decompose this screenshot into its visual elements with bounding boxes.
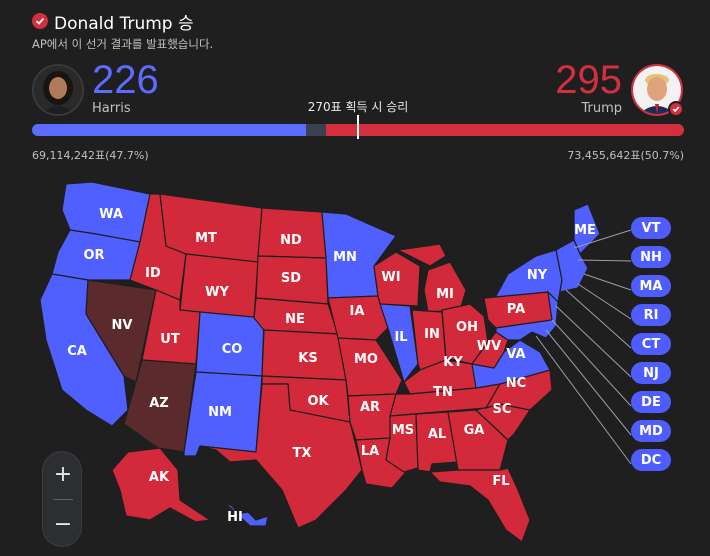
uncalled-bar-segment: [305, 124, 327, 136]
label-SD: SD: [281, 271, 301, 286]
pill-VT[interactable]: VT: [631, 217, 671, 239]
label-TN: TN: [433, 385, 453, 400]
check-icon: [32, 13, 48, 29]
label-WI: WI: [381, 270, 400, 285]
label-AR: AR: [360, 400, 380, 415]
label-UT: UT: [160, 332, 180, 347]
state-WI[interactable]: [373, 251, 421, 307]
zoom-in-button[interactable]: +: [53, 461, 73, 487]
label-CA: CA: [67, 344, 87, 359]
threshold-marker: [357, 115, 359, 139]
zoom-control: + −: [42, 451, 82, 547]
label-NE: NE: [285, 312, 305, 327]
label-MS: MS: [392, 423, 414, 438]
label-AK: AK: [149, 470, 170, 485]
trump-name: Trump: [581, 101, 622, 116]
state-TX[interactable]: [199, 383, 363, 529]
zoom-out-button[interactable]: −: [53, 511, 73, 537]
label-MN: MN: [333, 250, 357, 265]
label-FL: FL: [492, 474, 509, 489]
state-AK[interactable]: [111, 447, 212, 523]
pill-MD[interactable]: MD: [631, 420, 671, 442]
state-MO[interactable]: [337, 337, 403, 397]
callout-lines: [535, 229, 632, 465]
label-OH: OH: [456, 320, 478, 335]
state-NV[interactable]: [85, 279, 157, 383]
state-OR[interactable]: [51, 229, 141, 281]
label-MI: MI: [436, 287, 454, 302]
label-IL: IL: [394, 330, 407, 345]
pill-NJ[interactable]: NJ: [631, 362, 671, 384]
label-ID: ID: [145, 266, 161, 281]
state-FL[interactable]: [428, 467, 531, 543]
label-GA: GA: [464, 423, 485, 438]
state-AZ[interactable]: [123, 359, 197, 453]
state-GA[interactable]: [447, 409, 509, 471]
label-HI: HI: [227, 510, 243, 525]
state-NE-small: [555, 239, 589, 293]
label-ND: ND: [280, 233, 302, 248]
harris-name: Harris: [92, 101, 131, 116]
state-ME[interactable]: [573, 203, 601, 256]
threshold-label: 270표 획득 시 승리: [307, 100, 409, 114]
winner-title: Donald Trump 승: [54, 13, 194, 34]
pill-MA[interactable]: MA: [631, 275, 671, 297]
pill-RI[interactable]: RI: [631, 304, 671, 326]
label-WA: WA: [99, 207, 123, 222]
pill-DE[interactable]: DE: [631, 391, 671, 413]
zoom-divider: [53, 499, 73, 500]
label-VA: VA: [506, 347, 525, 362]
pill-CT[interactable]: CT: [631, 333, 671, 355]
label-PA: PA: [507, 302, 525, 317]
trump-popular-vote: 73,455,642표(50.7%): [567, 149, 684, 162]
label-KY: KY: [443, 355, 463, 370]
harris-popular-vote: 69,114,242표(47.7%): [32, 149, 149, 162]
label-NY: NY: [527, 268, 548, 283]
label-MO: MO: [354, 352, 378, 367]
state-shapes: [39, 181, 601, 543]
label-MT: MT: [195, 231, 217, 246]
trump-electoral-votes: 295: [555, 58, 622, 102]
state-IA[interactable]: [327, 295, 389, 341]
harris-electoral-votes: 226: [92, 58, 159, 102]
label-CO: CO: [222, 342, 243, 357]
label-TX: TX: [293, 446, 312, 461]
label-WY: WY: [205, 285, 229, 300]
label-LA: LA: [361, 444, 379, 459]
trump-bar-segment: [326, 124, 684, 136]
trump-avatar: [631, 64, 684, 117]
us-electoral-map[interactable]: WA OR CA NV ID MT WY UT AZ CO NM ND SD N…: [0, 170, 710, 556]
result-header: Donald Trump 승: [32, 10, 194, 34]
label-WV: WV: [477, 339, 501, 354]
winner-check-icon: [668, 101, 684, 117]
label-IA: IA: [350, 304, 365, 319]
label-SC: SC: [493, 402, 512, 417]
state-NJ-MD-small: [495, 290, 559, 341]
pill-NH[interactable]: NH: [631, 246, 671, 268]
label-AL: AL: [428, 427, 446, 442]
label-NC: NC: [506, 376, 526, 391]
label-AZ: AZ: [149, 396, 169, 411]
label-OK: OK: [307, 394, 329, 409]
state-IL[interactable]: [379, 303, 419, 384]
label-IN: IN: [424, 327, 440, 342]
state-HI[interactable]: [223, 501, 269, 527]
label-KS: KS: [298, 351, 317, 366]
harris-bar-segment: [32, 124, 306, 136]
label-NV: NV: [112, 318, 133, 333]
state-labels: WA OR CA NV ID MT WY UT AZ CO NM ND SD N…: [67, 207, 596, 525]
label-OR: OR: [83, 248, 104, 263]
pill-DC[interactable]: DC: [631, 449, 671, 471]
harris-avatar: [32, 64, 84, 116]
source-note: AP에서 이 선거 결과를 발표했습니다.: [32, 37, 214, 51]
label-ME: ME: [574, 223, 596, 238]
label-NM: NM: [208, 405, 232, 420]
